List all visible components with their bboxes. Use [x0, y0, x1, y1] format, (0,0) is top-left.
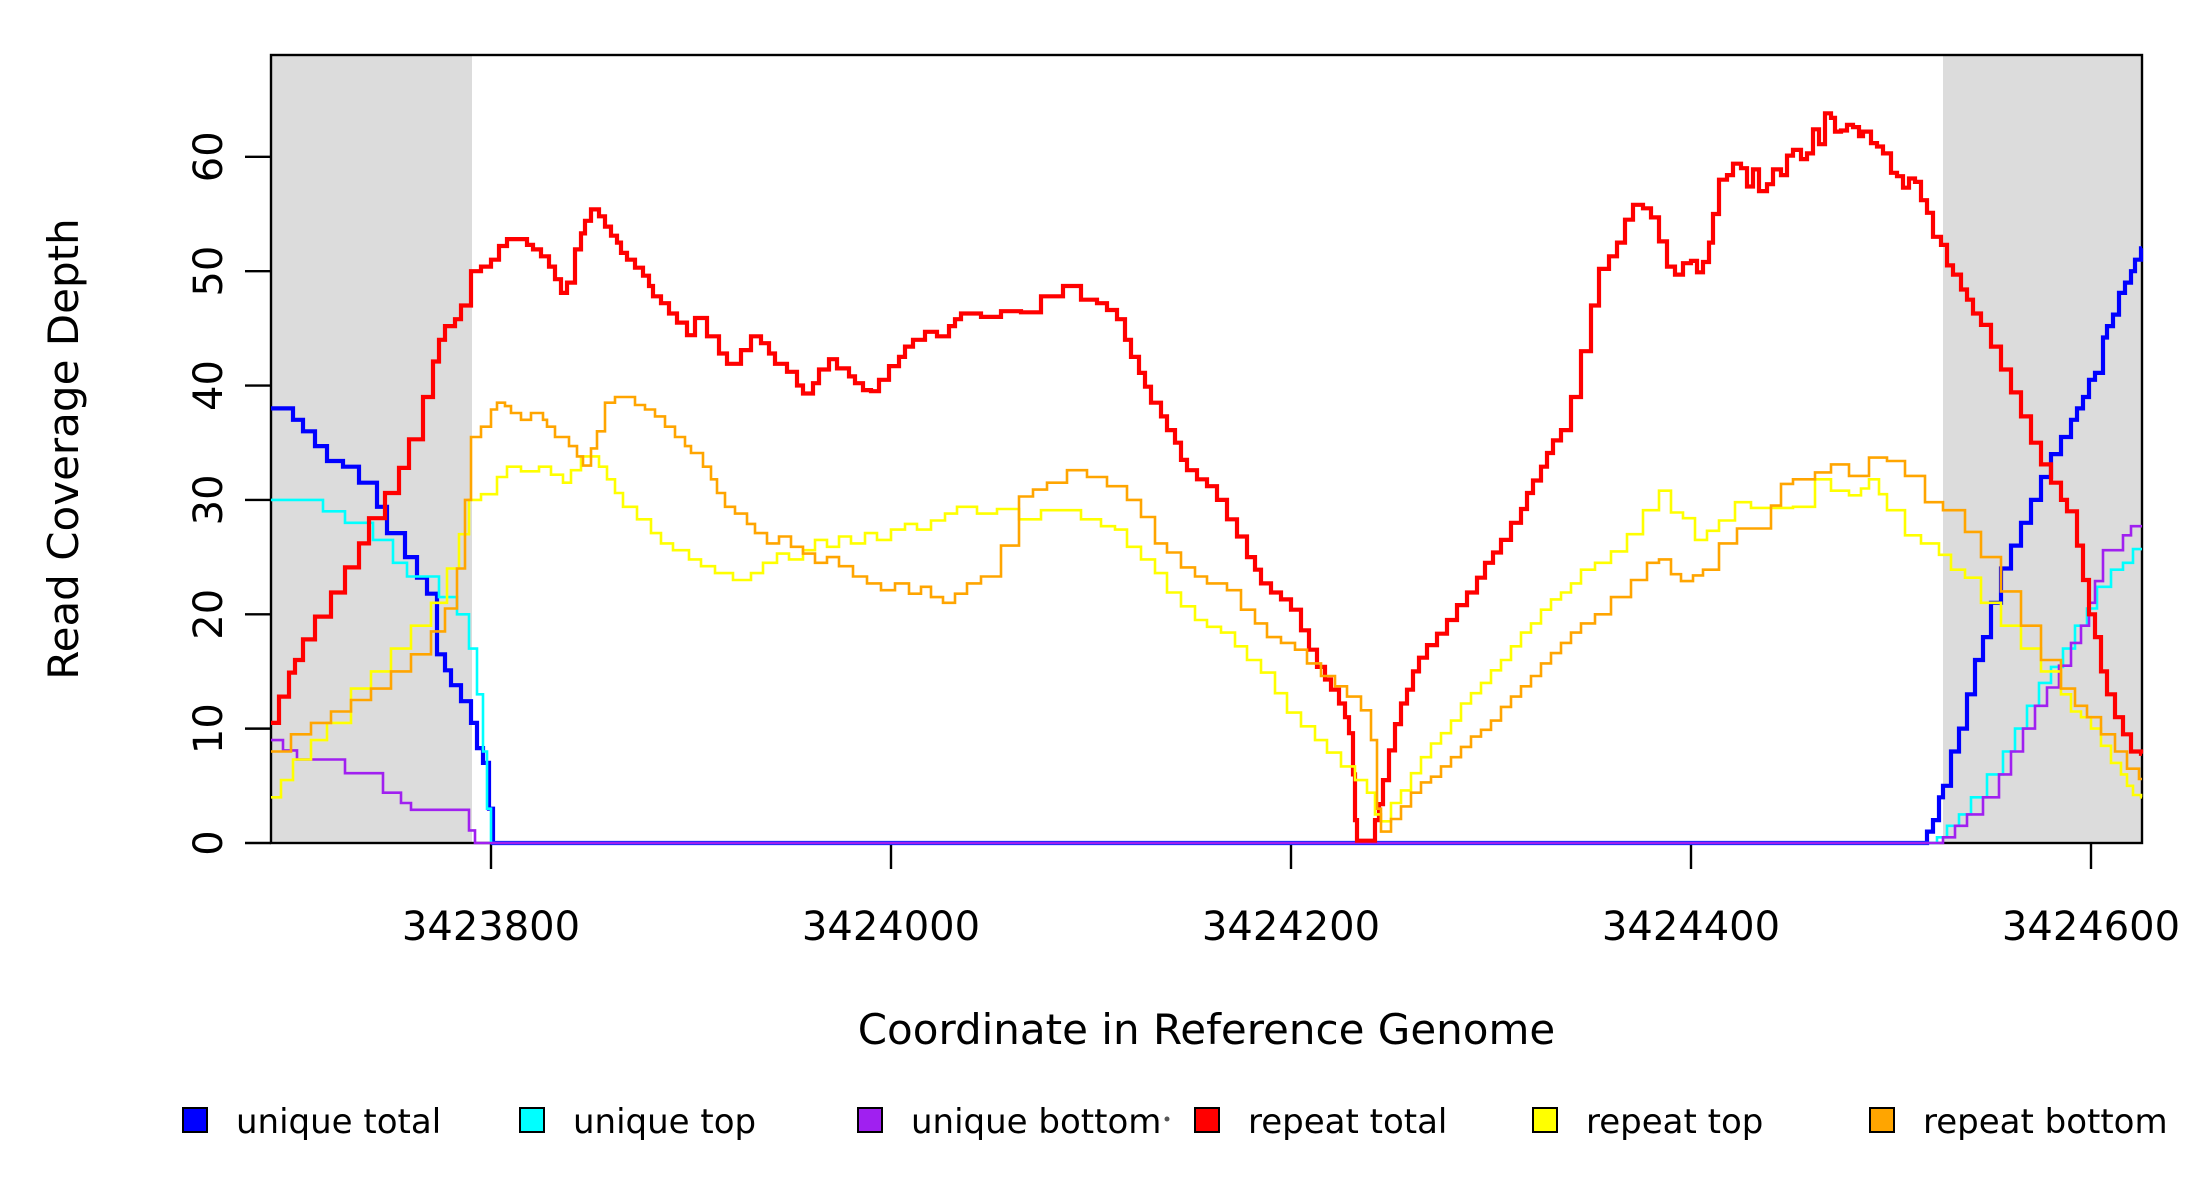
legend-swatch-unique-total — [182, 1107, 208, 1133]
x-axis-tick-label: 3423800 — [402, 904, 580, 950]
y-axis-tick-label: 20 — [186, 589, 232, 640]
x-axis-title: Coordinate in Reference Genome — [858, 1005, 1556, 1054]
x-axis-tick-label: 3424200 — [1202, 904, 1380, 950]
series-line-repeat-top — [271, 455, 2143, 823]
legend-label-unique-bottom: unique bottom — [911, 1102, 1161, 1142]
series-line-unique-bottom — [271, 524, 2142, 845]
plot-frame — [269, 53, 2144, 845]
y-axis-tick-label: 0 — [186, 830, 232, 855]
y-axis-tick-label: 50 — [186, 246, 232, 297]
legend-label-unique-total: unique total — [236, 1102, 441, 1142]
stray-mark — [1164, 1116, 1170, 1122]
x-axis-tick-label: 3424000 — [802, 904, 980, 950]
legend-label-repeat-total: repeat total — [1248, 1102, 1447, 1142]
legend-label-repeat-top: repeat top — [1586, 1102, 1763, 1142]
legend-label-repeat-bottom: repeat bottom — [1923, 1102, 2168, 1142]
legend-swatch-unique-top — [519, 1107, 545, 1133]
series-line-repeat-bottom — [271, 395, 2142, 833]
x-axis-tick-label: 3424600 — [2002, 904, 2180, 950]
series-line-unique-top — [271, 498, 2142, 845]
legend-swatch-repeat-total — [1194, 1107, 1220, 1133]
legend-label-unique-top: unique top — [573, 1102, 756, 1142]
y-axis-tick-label: 10 — [186, 703, 232, 754]
y-axis-title: Read Coverage Depth — [39, 218, 88, 679]
legend-swatch-repeat-bottom — [1869, 1107, 1895, 1133]
legend-swatch-repeat-top — [1532, 1107, 1558, 1133]
y-axis-tick-label: 60 — [186, 131, 232, 182]
y-axis-tick-label: 30 — [186, 474, 232, 525]
y-axis-tick-label: 40 — [186, 360, 232, 411]
series-line-repeat-total — [271, 111, 2144, 843]
legend-swatch-unique-bottom — [857, 1107, 883, 1133]
shaded-region-left-flank — [271, 55, 472, 843]
x-axis-tick-label: 3424400 — [1602, 904, 1780, 950]
series-line-unique-total — [271, 246, 2144, 846]
